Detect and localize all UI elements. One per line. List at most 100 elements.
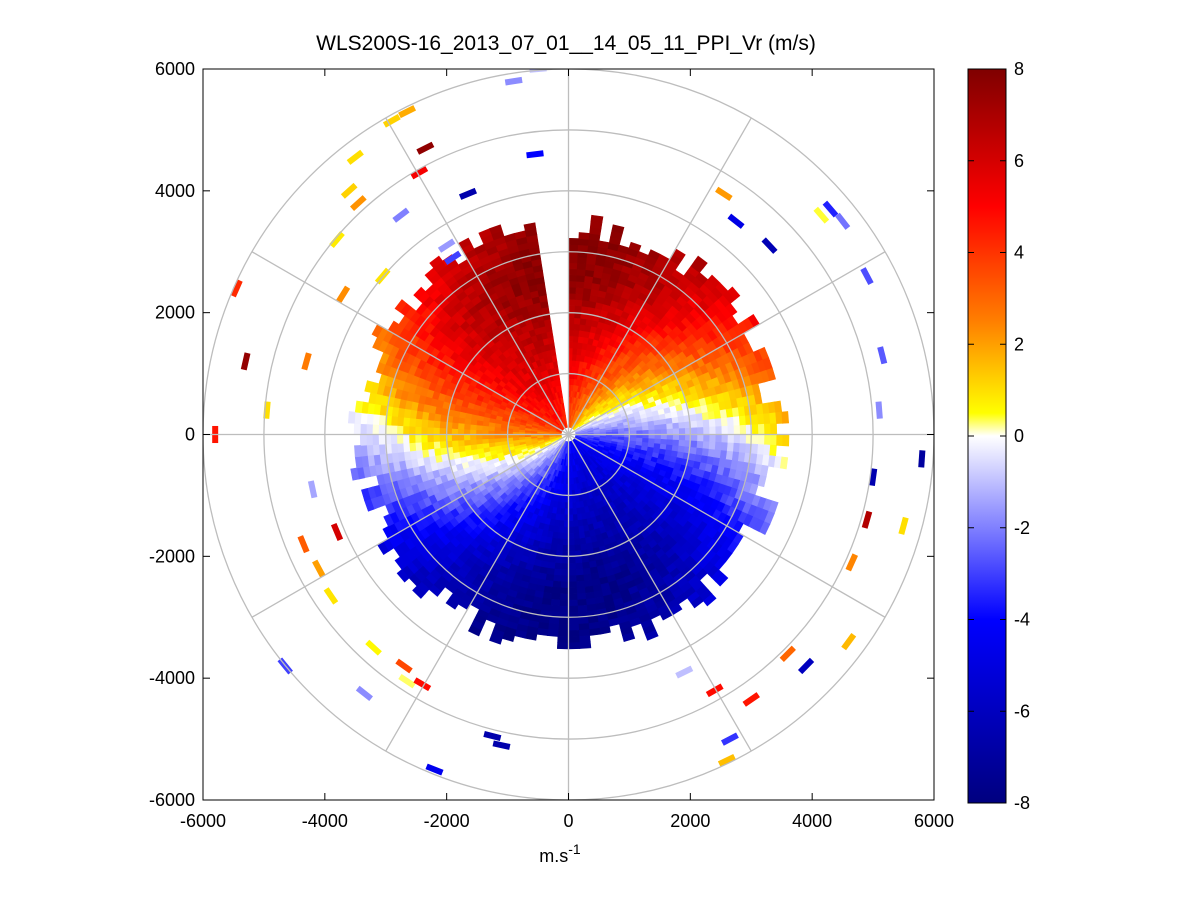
velocity-cell (568, 630, 580, 638)
velocity-cell (396, 442, 405, 453)
x-tick-label: -4000 (302, 811, 348, 831)
velocity-cell (568, 623, 580, 632)
velocity-cell (696, 440, 704, 449)
velocity-cell (557, 636, 569, 644)
velocity-cell (678, 439, 686, 448)
x-tick-label: -2000 (424, 811, 470, 831)
velocity-cell (573, 538, 581, 546)
velocity-cell (475, 429, 483, 435)
velocity-cell (548, 617, 560, 625)
sparse-gate (240, 352, 251, 371)
velocity-cell (738, 415, 747, 426)
velocity-cell (703, 434, 711, 443)
colorbar-tick-label: 8 (1014, 59, 1024, 79)
velocity-cell (568, 341, 574, 349)
velocity-cell (690, 440, 698, 449)
velocity-cell (660, 434, 668, 441)
velocity-cell (691, 434, 698, 442)
velocity-cell (402, 442, 411, 453)
velocity-cell (451, 428, 459, 435)
x-tick-label: 2000 (670, 811, 710, 831)
velocity-cell (764, 434, 772, 446)
velocity-cell (571, 495, 576, 503)
velocity-cell (671, 416, 680, 424)
velocity-cell (575, 293, 584, 301)
velocity-cell (347, 411, 356, 424)
velocity-cell (559, 587, 569, 595)
velocity-cell (549, 604, 560, 613)
velocity-cell (577, 604, 588, 613)
velocity-cell (579, 641, 592, 649)
colorbar-tick-label: 4 (1014, 243, 1024, 263)
velocity-cell (666, 423, 674, 430)
colorbar-tick-label: -8 (1014, 793, 1030, 813)
velocity-cell (773, 400, 783, 414)
velocity-cell (575, 574, 585, 583)
velocity-cell (408, 442, 417, 452)
velocity-cell (365, 423, 373, 435)
velocity-cell (578, 232, 590, 240)
y-tick-label: 4000 (155, 181, 195, 201)
velocity-cell (568, 617, 579, 625)
velocity-cell (575, 286, 585, 295)
x-tick-label: 6000 (914, 811, 954, 831)
velocity-cell (563, 520, 569, 528)
velocity-cell (568, 329, 575, 337)
velocity-cell (568, 323, 575, 331)
sparse-gate (263, 401, 271, 419)
velocity-cell (691, 427, 698, 435)
sparse-gate (492, 740, 511, 750)
velocity-cell (568, 244, 579, 252)
velocity-cell (359, 434, 367, 446)
velocity-cell (636, 426, 644, 432)
y-tick-label: 0 (185, 425, 195, 445)
velocity-cell (568, 280, 577, 288)
velocity-cell (560, 569, 569, 577)
y-tick-label: -6000 (149, 790, 195, 810)
sparse-gate (307, 480, 318, 499)
velocity-cell (578, 238, 590, 246)
velocity-cell (560, 581, 569, 589)
velocity-cell (576, 274, 586, 283)
velocity-cell (451, 439, 459, 448)
velocity-cell (654, 434, 662, 440)
velocity-cell (371, 434, 380, 446)
velocity-cell (715, 434, 723, 443)
velocity-cell (439, 427, 446, 435)
velocity-cell (568, 520, 574, 528)
velocity-cell (575, 568, 584, 576)
velocity-cell (390, 443, 399, 454)
x-tick-label: 4000 (792, 811, 832, 831)
sparse-gate (483, 731, 502, 742)
colorbar-tick-label: -2 (1014, 518, 1030, 538)
velocity-cell (648, 434, 656, 440)
sparse-gate (918, 450, 926, 468)
velocity-cell (697, 434, 705, 442)
velocity-cell (568, 569, 577, 577)
velocity-cell (469, 428, 477, 435)
velocity-cell (433, 440, 441, 449)
velocity-cell (354, 400, 364, 414)
velocity-cell (553, 568, 562, 576)
velocity-cell (481, 438, 489, 444)
velocity-cell (561, 557, 569, 564)
velocity-cell (709, 426, 717, 435)
velocity-cell (551, 586, 561, 595)
velocity-cell (420, 426, 428, 435)
velocity-cell (481, 429, 489, 435)
velocity-cell (556, 538, 564, 546)
velocity-cell (469, 438, 477, 446)
velocity-cell (648, 425, 656, 431)
velocity-cell (732, 416, 741, 427)
x-axis-label-superscript: -1 (568, 841, 581, 857)
velocity-cell (751, 443, 759, 455)
velocity-cell (576, 268, 587, 277)
velocity-cell (552, 574, 562, 583)
velocity-cell (568, 335, 575, 343)
velocity-cell (714, 441, 723, 451)
velocity-cell (550, 598, 561, 607)
velocity-cell (568, 514, 574, 522)
y-tick-label: -4000 (149, 668, 195, 688)
velocity-cell (764, 423, 772, 435)
velocity-cell (769, 444, 777, 457)
